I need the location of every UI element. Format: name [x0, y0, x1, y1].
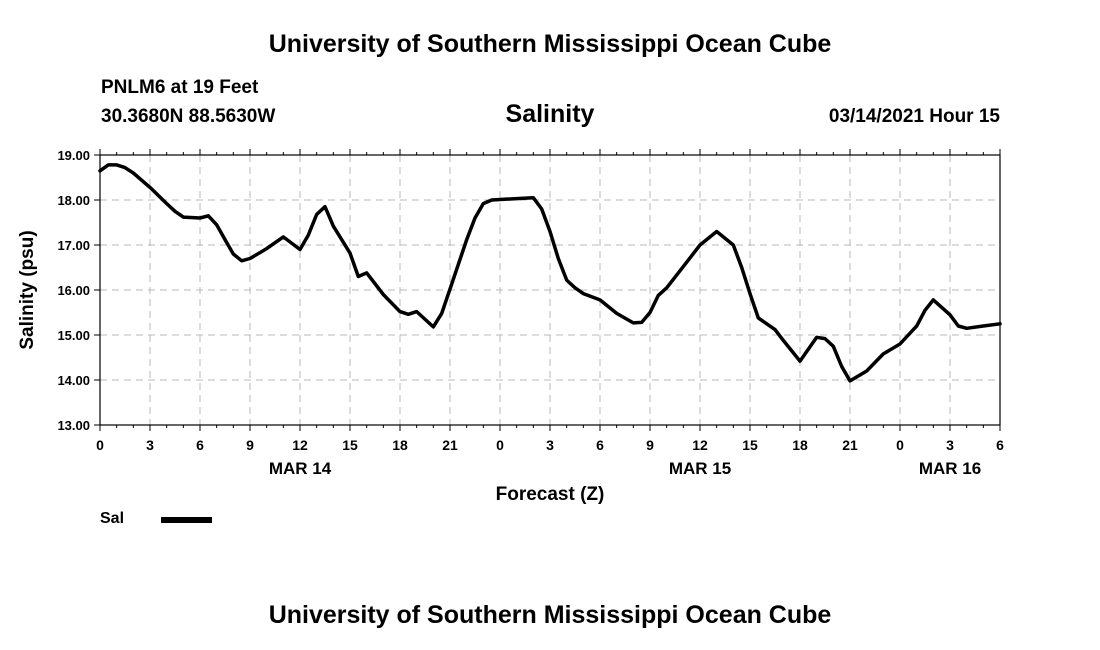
x-tick-label: 6 [596, 437, 604, 453]
x-tick-label: 18 [792, 437, 808, 453]
axis-tick-labels: 13.00 14.00 15.00 16.00 17.00 18.00 19.00 0 3 6 9 1… [57, 148, 1004, 478]
x-tick-label: 12 [692, 437, 708, 453]
grid-lines [100, 155, 1000, 425]
x-tick-label: 21 [842, 437, 858, 453]
station-coordinates: 30.3680N 88.5630W [101, 106, 276, 127]
x-tick-label: 15 [742, 437, 758, 453]
legend-label: Sal [100, 510, 125, 527]
date-label: MAR 14 [269, 459, 332, 478]
x-tick-label: 0 [496, 437, 504, 453]
axis-ticks [94, 149, 1001, 431]
y-tick-label: 17.00 [57, 238, 90, 253]
forecast-datetime: 03/14/2021 Hour 15 [828, 106, 1000, 127]
x-tick-label: 18 [392, 437, 408, 453]
bottom-title: University of Southern Mississippi Ocean… [268, 601, 832, 629]
date-label: MAR 15 [669, 459, 731, 478]
chart-title: Salinity [505, 100, 595, 128]
x-tick-label: 3 [946, 437, 954, 453]
x-tick-label: 0 [896, 437, 904, 453]
x-tick-label: 3 [546, 437, 554, 453]
date-label: MAR 16 [919, 459, 981, 478]
x-tick-label: 6 [996, 437, 1004, 453]
top-title: University of Southern Mississippi Ocean… [268, 30, 832, 58]
y-axis-label: Salinity (psu) [17, 230, 38, 349]
station-label: PNLM6 at 19 Feet [101, 77, 259, 98]
y-tick-label: 19.00 [57, 148, 90, 163]
x-tick-label: 12 [292, 437, 308, 453]
y-tick-label: 18.00 [57, 193, 90, 208]
legend-line-swatch [161, 517, 212, 523]
x-tick-label: 3 [146, 437, 154, 453]
x-tick-label: 9 [646, 437, 654, 453]
x-tick-label: 15 [342, 437, 358, 453]
x-axis-label: Forecast (Z) [496, 484, 605, 505]
x-tick-label: 6 [196, 437, 204, 453]
x-tick-label: 9 [246, 437, 254, 453]
y-tick-label: 14.00 [57, 373, 90, 388]
x-tick-label: 0 [96, 437, 104, 453]
y-tick-label: 13.00 [57, 418, 90, 433]
y-tick-label: 16.00 [57, 283, 90, 298]
salinity-series-line [98, 163, 1002, 383]
x-tick-label: 21 [442, 437, 458, 453]
y-tick-label: 15.00 [57, 328, 90, 343]
salinity-chart: 13.00 14.00 15.00 16.00 17.00 18.00 19.00 0 3 6 9 1… [17, 148, 1004, 505]
